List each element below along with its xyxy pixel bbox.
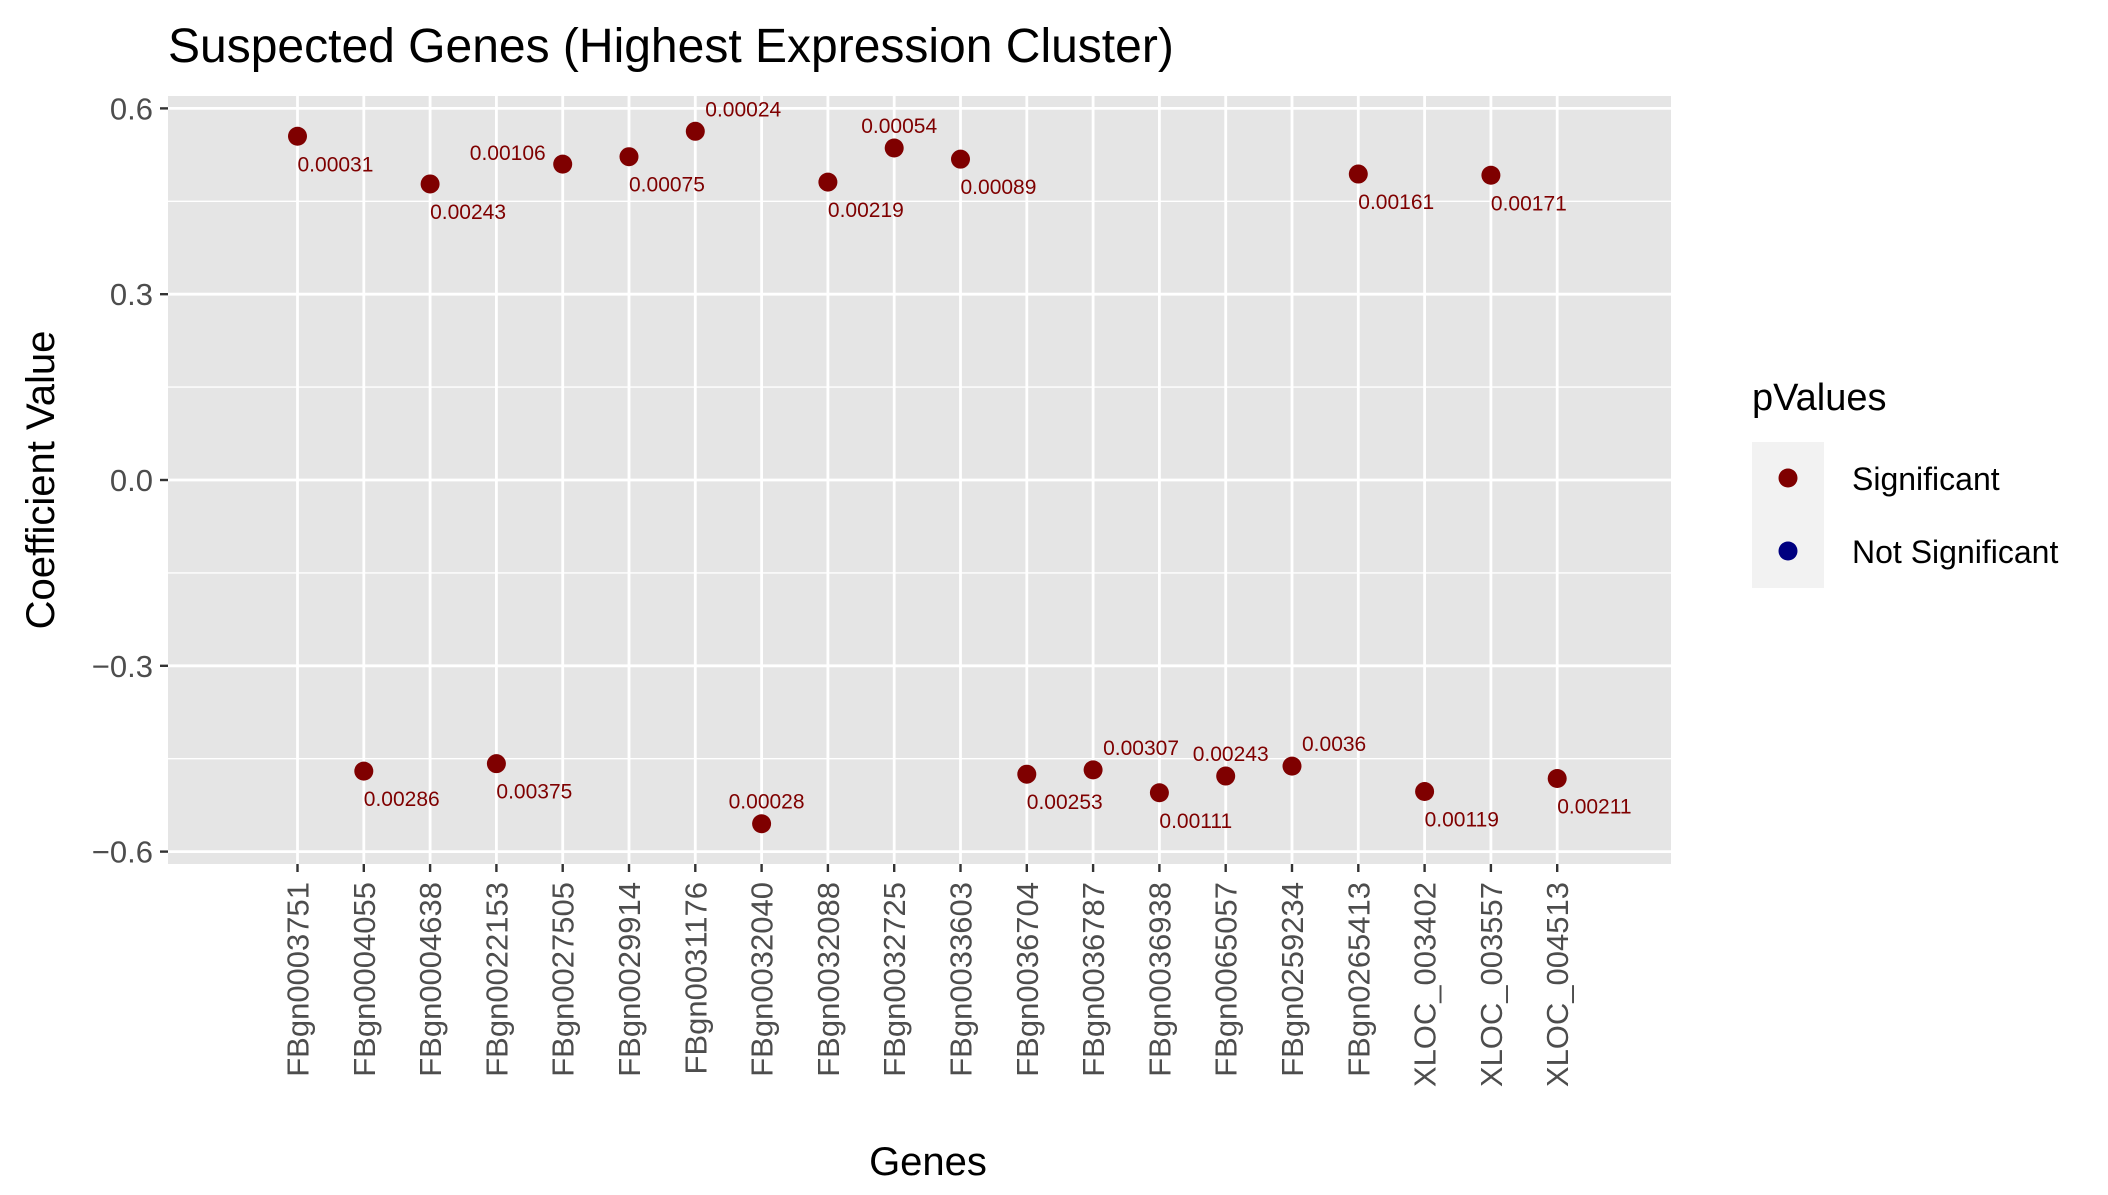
- point-label: 0.00243: [430, 201, 506, 224]
- data-point: [685, 121, 705, 141]
- x-tick-label: XLOC_003402: [1408, 882, 1443, 1087]
- data-point: [1083, 760, 1103, 780]
- x-tick-label: FBgn0004638: [413, 882, 448, 1077]
- x-axis: FBgn0003751 FBgn0004055 FBgn0004638 FBgn002…: [281, 864, 1575, 1087]
- point-label: 0.00119: [1425, 809, 1499, 832]
- data-point: [884, 138, 904, 158]
- point-labels: 0.00031 0.00286 0.00243 0.00375 0.00106 0.000…: [298, 98, 1632, 832]
- x-tick-label: FBgn0032725: [877, 882, 912, 1077]
- data-point: [486, 754, 506, 774]
- data-point: [619, 147, 639, 167]
- point-label: 0.00211: [1557, 796, 1631, 819]
- point-label: 0.00028: [729, 791, 805, 814]
- y-tick-label: −0.3: [92, 649, 153, 684]
- x-tick-label: FBgn0029914: [612, 882, 647, 1077]
- point-label: 0.00286: [364, 788, 440, 811]
- point-label: 0.0036: [1302, 733, 1366, 756]
- data-point: [420, 174, 440, 194]
- data-point: [752, 814, 772, 834]
- x-tick-label: FBgn0036938: [1142, 882, 1177, 1077]
- data-point: [1348, 164, 1368, 184]
- point-label: 0.00024: [705, 98, 781, 121]
- y-tick-label: 0.6: [110, 91, 153, 126]
- data-point: [951, 149, 970, 169]
- point-label: 0.00243: [1193, 743, 1269, 766]
- point-label: 0.00171: [1491, 192, 1567, 215]
- legend-label-not-significant: Not Significant: [1852, 534, 2058, 570]
- x-tick-label: FBgn0065057: [1209, 882, 1244, 1077]
- y-axis: 0.6 0.3 0.0 −0.3 −0.6: [92, 91, 168, 870]
- x-tick-label: FBgn0265413: [1341, 882, 1376, 1077]
- point-label: 0.00075: [629, 174, 705, 197]
- data-point: [1216, 766, 1236, 786]
- x-tick-label: FBgn0022153: [479, 882, 514, 1077]
- point-label: 0.00089: [961, 176, 1037, 199]
- x-axis-title: Genes: [869, 1140, 987, 1184]
- x-tick-label: FBgn0036787: [1076, 882, 1111, 1077]
- y-axis-title: Coefficient Value: [19, 331, 63, 630]
- data-point: [1415, 782, 1435, 802]
- y-tick-label: 0.3: [110, 277, 153, 312]
- data-point: [553, 154, 573, 174]
- y-tick-label: −0.6: [92, 835, 153, 870]
- legend-dot-not-significant: [1778, 541, 1798, 561]
- data-point: [1547, 769, 1567, 789]
- data-point: [1282, 756, 1302, 776]
- point-label: 0.00307: [1103, 737, 1179, 760]
- legend-title: pValues: [1752, 377, 1887, 419]
- point-label: 0.00219: [828, 199, 904, 222]
- legend-label-significant: Significant: [1852, 461, 2000, 497]
- point-label: 0.00031: [298, 153, 374, 176]
- y-tick-label: 0.0: [110, 463, 153, 498]
- point-label: 0.00253: [1027, 791, 1103, 814]
- legend-dot-significant: [1778, 468, 1798, 488]
- x-tick-label: FBgn0032088: [811, 882, 846, 1077]
- x-tick-label: XLOC_003557: [1474, 882, 1509, 1087]
- x-tick-label: XLOC_004513: [1540, 882, 1575, 1087]
- x-tick-label: FBgn0259234: [1275, 882, 1310, 1077]
- x-tick-label: FBgn0032040: [745, 882, 780, 1077]
- chart-title: Suspected Genes (Highest Expression Clus…: [168, 20, 1174, 73]
- point-label: 0.00111: [1159, 810, 1232, 833]
- data-point: [288, 126, 307, 146]
- data-points: [288, 121, 1567, 834]
- x-tick-label: FBgn0004055: [347, 882, 382, 1077]
- data-point: [1149, 783, 1169, 803]
- x-tick-label: FBgn0031176: [678, 882, 713, 1074]
- point-label: 0.00161: [1358, 191, 1434, 214]
- data-point: [818, 172, 838, 192]
- legend: pValues Significant Not Significant: [1752, 377, 2058, 588]
- x-tick-label: FBgn0003751: [281, 882, 316, 1077]
- point-label: 0.00375: [496, 781, 572, 804]
- data-point: [1017, 764, 1037, 784]
- x-tick-label: FBgn0036704: [1010, 882, 1045, 1077]
- point-label: 0.00106: [470, 142, 546, 165]
- legend-key-background: [1752, 442, 1824, 588]
- data-point: [354, 761, 374, 781]
- x-tick-label: FBgn0033603: [944, 882, 979, 1077]
- x-tick-label: FBgn0027505: [546, 882, 581, 1077]
- grid-lines: [168, 96, 1671, 864]
- point-label: 0.00054: [861, 115, 937, 138]
- data-point: [1481, 165, 1501, 185]
